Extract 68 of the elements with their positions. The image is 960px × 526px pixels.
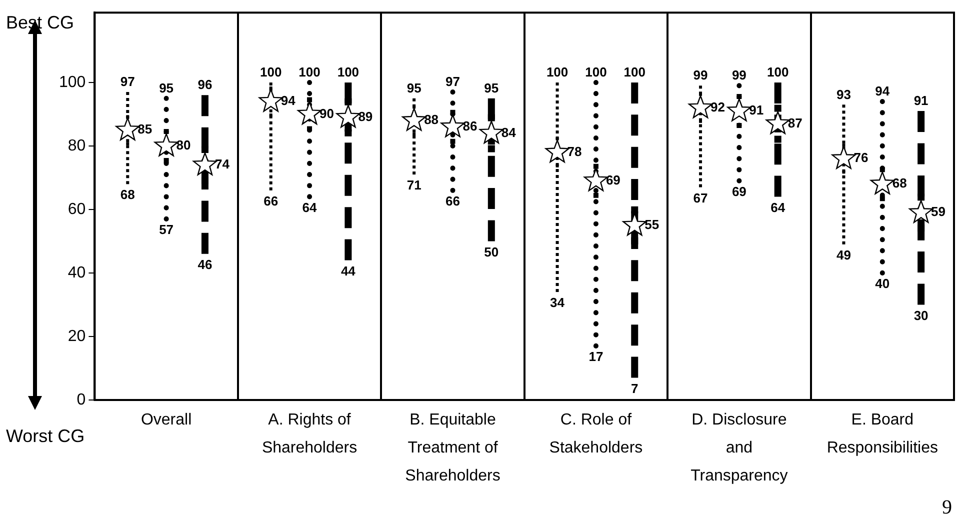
- data-label: 88: [424, 112, 439, 128]
- annotation: 100: [298, 64, 320, 80]
- data-label: 92: [710, 99, 725, 114]
- x-tick-label: D. Disclosure and Transparency: [690, 411, 788, 484]
- annotation: 68: [120, 187, 135, 202]
- annotation: 100: [624, 64, 646, 80]
- annotation: 95: [159, 80, 174, 96]
- x-tick-label: C. Role of Stakeholders: [549, 411, 643, 456]
- annotation: 66: [446, 194, 460, 208]
- data-label: 78: [567, 144, 582, 159]
- annotation: 91: [914, 93, 928, 108]
- text: Worst CG: [6, 426, 85, 446]
- annotation: 34: [550, 295, 566, 310]
- data-label: 59: [931, 204, 946, 220]
- annotation: 99: [693, 68, 708, 83]
- x-tick-label: B. Equitable Treatment of Shareholders: [405, 411, 500, 484]
- annotation: 44: [340, 263, 356, 278]
- annotation: 40: [875, 276, 890, 292]
- annotation: 46: [198, 257, 212, 272]
- annotation: 71: [406, 178, 422, 193]
- x-tick-label: A. Rights of Shareholders: [262, 411, 358, 456]
- annotation: 97: [120, 74, 135, 90]
- annotation: 100: [766, 64, 789, 80]
- annotation: 93: [836, 86, 851, 102]
- annotation: 66: [264, 194, 278, 208]
- y-tick-label: 40: [68, 264, 86, 282]
- annotation: 97: [446, 74, 460, 90]
- annotation: 100: [585, 64, 607, 80]
- annotation: 69: [732, 184, 746, 199]
- data-label: 85: [138, 122, 152, 137]
- annotation: 17: [588, 349, 604, 364]
- data-label: 87: [788, 115, 802, 130]
- annotation: 67: [693, 190, 708, 206]
- annotation: 94: [875, 84, 890, 99]
- data-label: 80: [176, 138, 191, 153]
- annotation: 49: [836, 247, 851, 262]
- annotation: 100: [546, 64, 568, 80]
- data-label: 90: [320, 106, 334, 121]
- annotation: 99: [732, 68, 746, 83]
- data-label: 74: [214, 156, 230, 172]
- annotation: 95: [406, 80, 422, 96]
- data-label: 84: [501, 124, 517, 140]
- annotation: 50: [484, 244, 499, 260]
- y-tick-label: 100: [58, 74, 86, 91]
- data-label: 94: [280, 93, 296, 108]
- y-tick-label: 60: [68, 200, 86, 218]
- data-label: 86: [462, 118, 478, 134]
- data-label: 68: [892, 176, 907, 191]
- annotation: 64: [302, 200, 318, 215]
- data-label: 91: [749, 102, 764, 118]
- text: 9: [942, 496, 952, 518]
- y-tick-label: 80: [68, 137, 86, 154]
- annotation: 100: [337, 64, 360, 80]
- annotation: 96: [198, 77, 212, 92]
- annotation: 100: [260, 64, 282, 80]
- data-label: 76: [854, 150, 868, 166]
- annotation: 95: [484, 80, 499, 96]
- data-label: 55: [644, 216, 660, 232]
- annotation: 64: [770, 200, 786, 215]
- x-tick-label: Overall: [140, 411, 192, 428]
- y-tick-label: 20: [68, 328, 86, 345]
- annotation: 7: [631, 380, 638, 396]
- annotation: 30: [914, 308, 928, 323]
- y-tick-label: 0: [76, 391, 86, 408]
- annotation: 57: [159, 222, 174, 238]
- data-label: 69: [606, 172, 620, 188]
- data-label: 89: [358, 108, 373, 124]
- x-tick-label: E. Board Responsibilities: [826, 411, 938, 456]
